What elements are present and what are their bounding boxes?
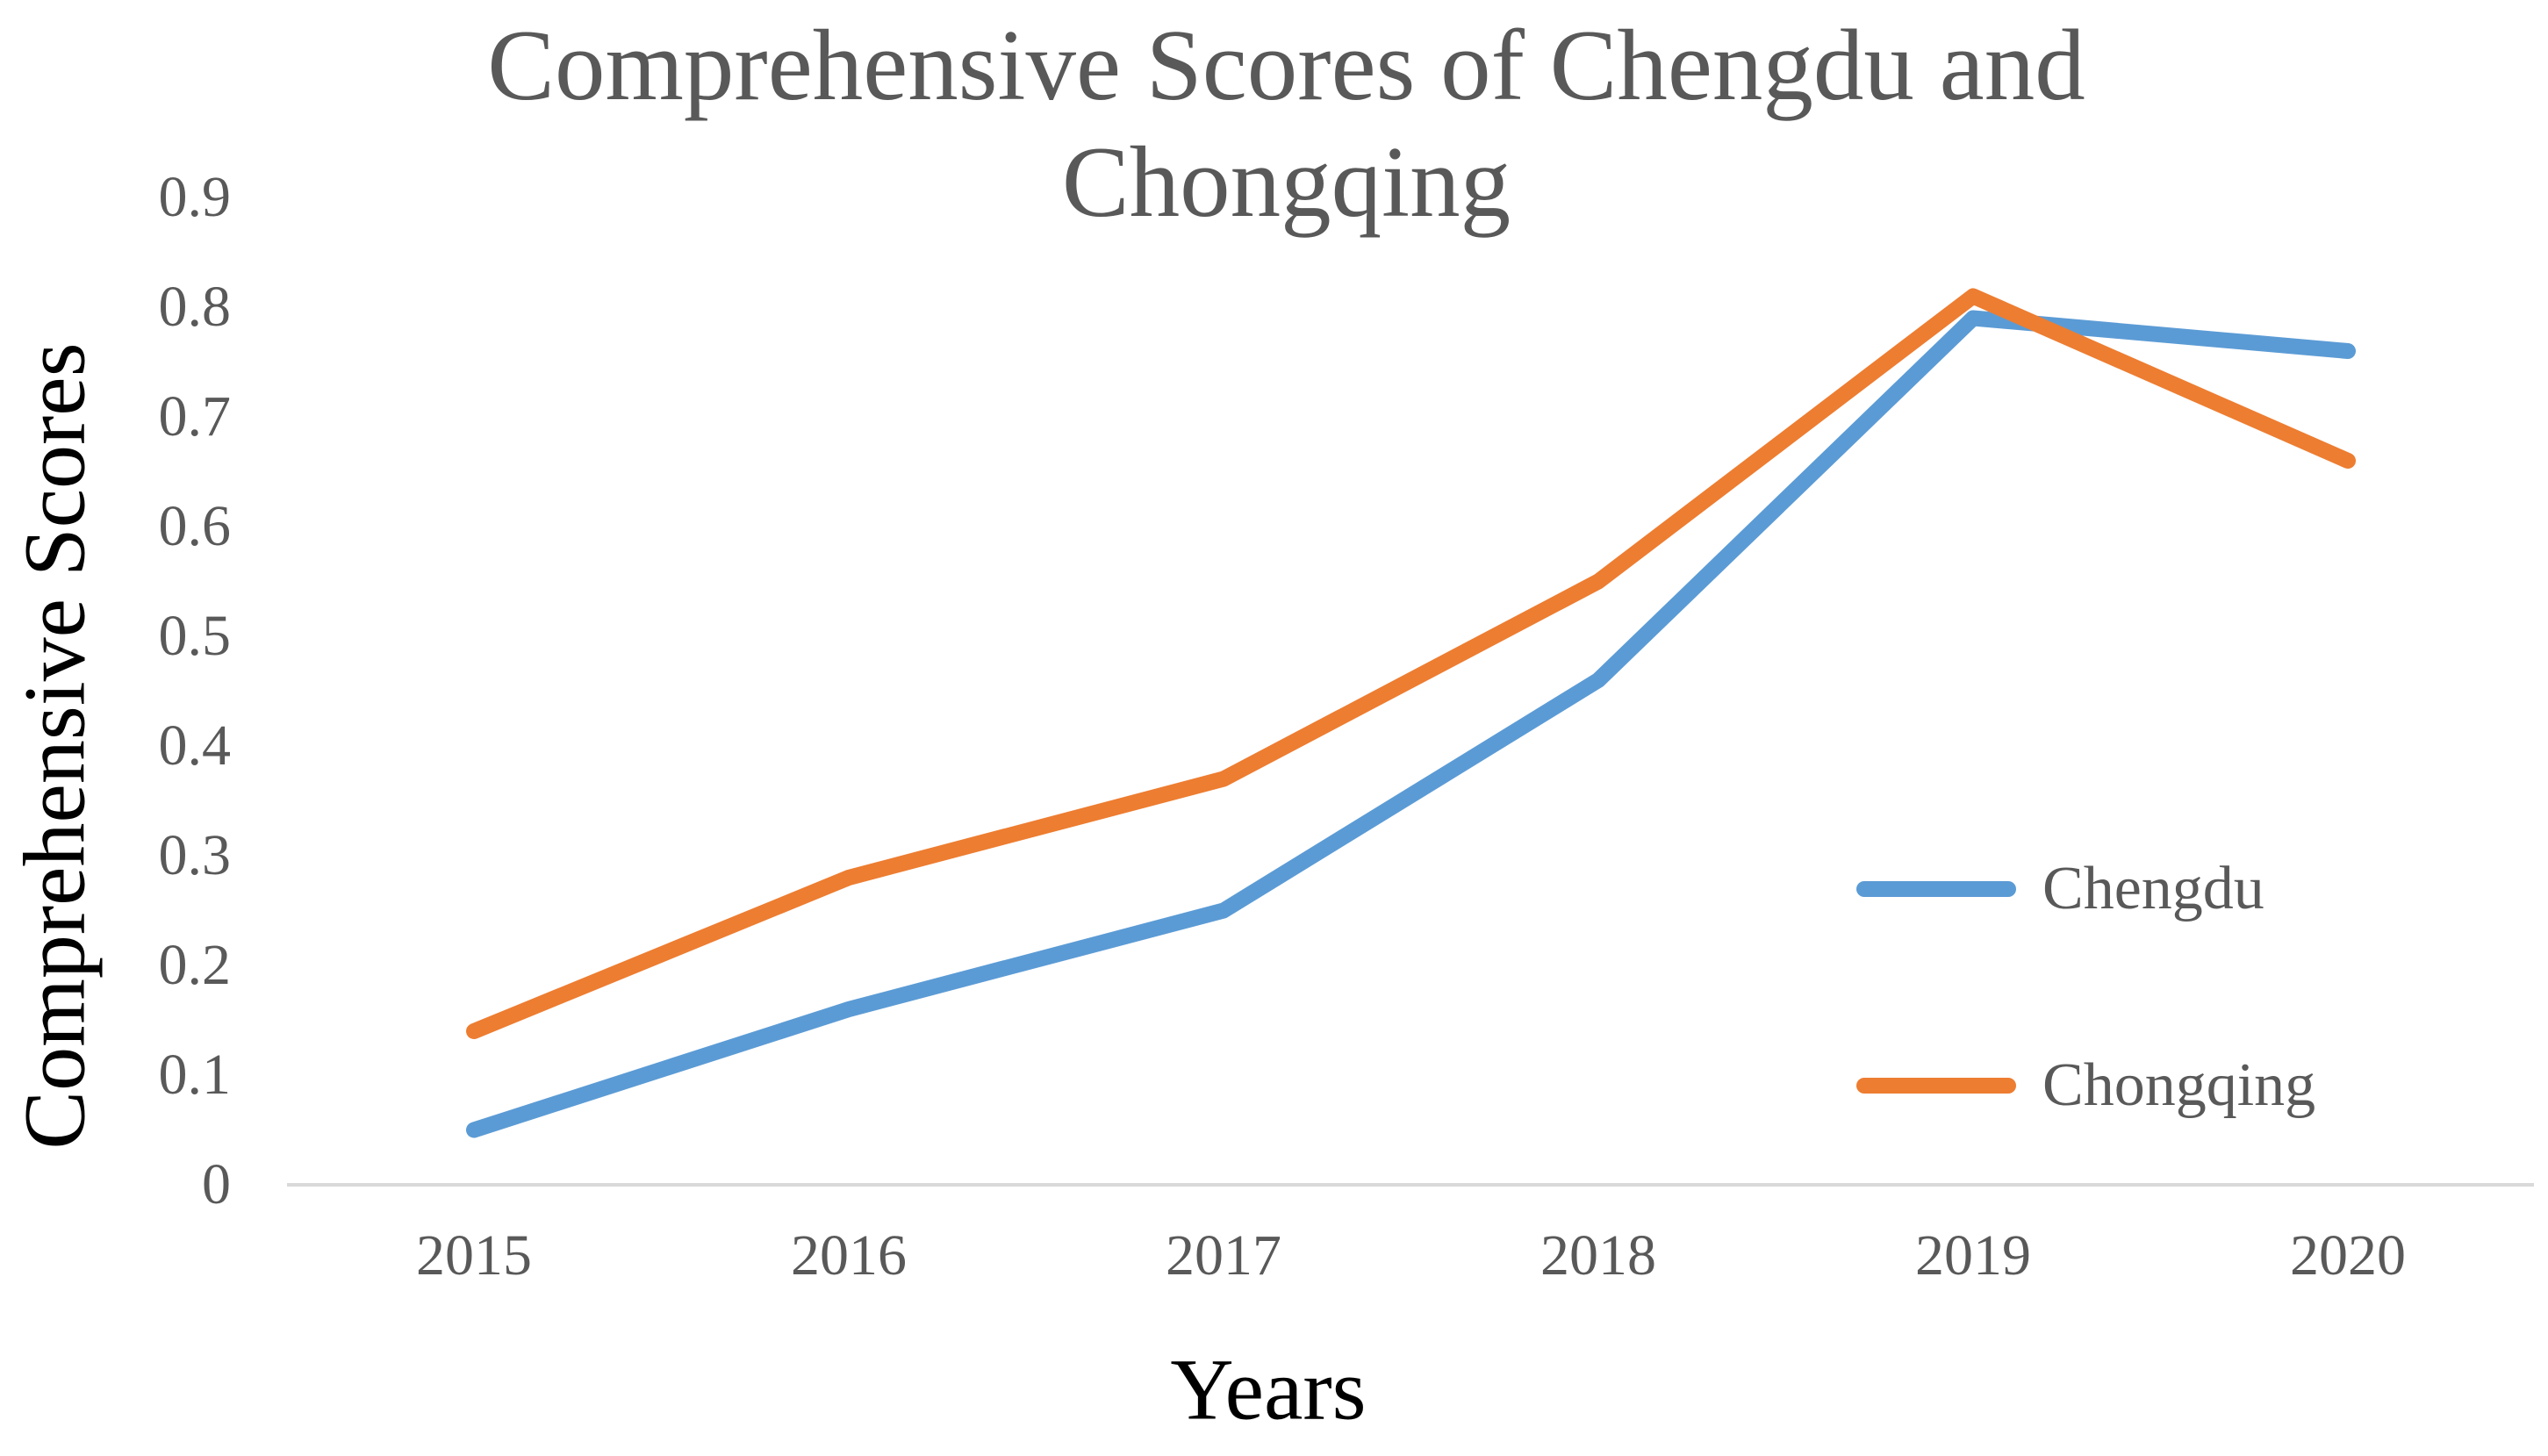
ytick-label-0.5: 0.5 (158, 604, 232, 668)
xtick-label-2019: 2019 (1915, 1223, 2031, 1287)
xtick-label-2017: 2017 (1166, 1223, 1281, 1287)
chongqing-line-swatch (1856, 1078, 2016, 1094)
ytick-label-0: 0 (202, 1152, 231, 1216)
xtick-label-2018: 2018 (1540, 1223, 1656, 1287)
xtick-label-2016: 2016 (791, 1223, 907, 1287)
x-axis-title: Years (1170, 1340, 1367, 1438)
ytick-label-0.9: 0.9 (158, 165, 232, 229)
ytick-label-0.1: 0.1 (158, 1043, 232, 1107)
ytick-label-0.2: 0.2 (158, 933, 232, 997)
legend-label-chengdu: Chengdu (2042, 855, 2264, 922)
legend-label-chongqing: Chongqing (2042, 1051, 2316, 1119)
legend-item-chengdu: Chengdu (1856, 850, 2264, 929)
chart-title: Comprehensive Scores of Chengdu and Chon… (487, 10, 2085, 238)
xtick-label-2020: 2020 (2290, 1223, 2406, 1287)
ytick-label-0.3: 0.3 (158, 823, 232, 887)
ytick-label-0.7: 0.7 (158, 384, 232, 448)
series-line-chengdu (466, 310, 2356, 1138)
ytick-label-0.8: 0.8 (158, 275, 232, 339)
chengdu-line-swatch (1856, 881, 2016, 897)
xtick-label-2015: 2015 (416, 1223, 532, 1287)
ytick-label-0.4: 0.4 (158, 714, 232, 778)
legend-item-chongqing: Chongqing (1856, 1046, 2315, 1125)
ytick-label-0.6: 0.6 (158, 494, 232, 558)
series-line-chongqing (466, 288, 2356, 1039)
